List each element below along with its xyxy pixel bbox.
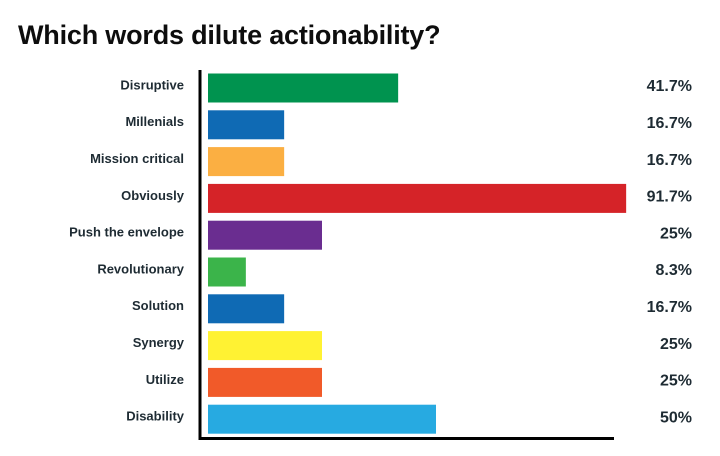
value-label: 25% [660, 336, 692, 353]
category-label: Solution [132, 298, 184, 313]
value-label: 8.3% [656, 262, 692, 279]
bar-1 [208, 110, 285, 140]
value-label: 16.7% [647, 152, 692, 169]
bar-5 [208, 257, 246, 287]
bars-group [208, 73, 627, 434]
value-labels: 41.7% 16.7% 16.7% 91.7% 25% 8.3% 16.7% 25% 25% 50… [647, 78, 692, 426]
category-label: Synergy [133, 335, 185, 350]
category-labels: Disruptive Millenials Mission critical Obvi… [69, 77, 185, 423]
bar-4 [208, 220, 322, 250]
value-label: 91.7% [647, 189, 692, 206]
value-label: 25% [660, 225, 692, 242]
bar-3 [208, 183, 627, 213]
value-label: 16.7% [647, 299, 692, 316]
bar-8 [208, 367, 322, 397]
bar-0 [208, 73, 399, 103]
category-label: Mission critical [90, 151, 184, 166]
category-label: Millenials [125, 114, 184, 129]
bar-9 [208, 404, 436, 434]
value-label: 16.7% [647, 115, 692, 132]
chart-title: Which words dilute actionability? [18, 20, 441, 50]
bar-7 [208, 331, 322, 361]
bar-6 [208, 294, 285, 324]
category-label: Push the envelope [69, 225, 184, 240]
category-label: Revolutionary [97, 261, 184, 276]
value-label: 41.7% [647, 78, 692, 95]
bar-2 [208, 147, 285, 177]
category-label: Utilize [146, 372, 184, 387]
value-label: 50% [660, 409, 692, 426]
value-label: 25% [660, 373, 692, 390]
category-label: Disruptive [120, 77, 184, 92]
category-label: Obviously [121, 188, 185, 203]
category-label: Disability [126, 409, 185, 424]
